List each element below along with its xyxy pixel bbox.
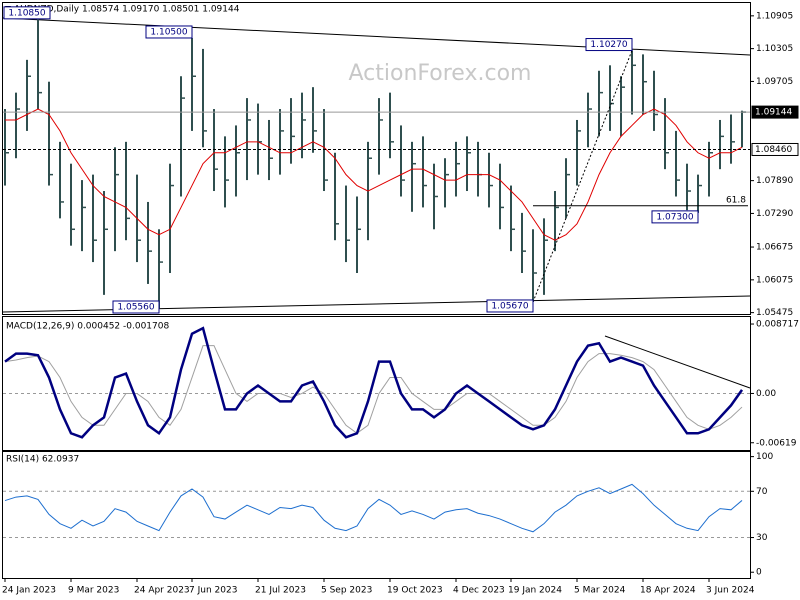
y-tick-label: -0.00619 [756,438,797,448]
annotation-box [585,38,633,52]
y-tick-label: 30 [756,533,768,543]
x-tick-label: 24 Jan 2023 [2,586,56,596]
price-label-box [751,105,799,119]
y-tick-label: 1.05475 [756,308,793,318]
annotation-label: 1.10850 [8,8,45,18]
annotation-label: 1.07300 [656,212,693,222]
y-tick-label: 0 [756,568,762,578]
x-tick-label: 18 Apr 2024 [640,586,696,596]
x-tick-label: 19 Jan 2024 [508,586,562,596]
price-title: AUDNZD,Daily 1.08574 1.09170 1.08501 1.0… [14,5,240,15]
annotation-box [145,25,193,39]
price-label: 1.08460 [755,145,792,155]
macd-panel [2,316,751,451]
y-tick-label: 0.008717 [756,320,799,330]
annotation-box [3,6,51,20]
annotation-label: 1.10500 [150,27,187,37]
macd-title: MACD(12,26,9) 0.000452 -0.001708 [6,322,169,332]
fib-label: 61.8 [726,195,746,205]
x-tick-label: 7 Jun 2023 [189,586,237,596]
fib-retracement [532,50,633,303]
y-tick-label: 100 [756,452,773,462]
rsi-panel [2,451,751,579]
y-tick-label: 1.10905 [756,11,793,21]
y-tick-label: 1.10305 [756,44,793,54]
watermark: ActionForex.com [349,61,532,86]
y-tick-label: 0.00 [756,389,776,399]
y-tick-label: 1.07290 [756,209,793,219]
x-tick-label: 9 Mar 2023 [68,586,119,596]
x-tick-label: 5 Mar 2024 [574,586,626,596]
annotation-label: 1.05670 [491,301,528,311]
price-label: 1.09144 [755,108,792,118]
x-tick-label: 21 Jul 2023 [255,586,306,596]
x-tick-label: 5 Sep 2023 [321,586,372,596]
y-tick-label: 70 [756,487,768,497]
x-tick-label: 4 Dec 2023 [453,586,505,596]
price-label-box [751,142,799,156]
annotation-box [486,299,534,313]
y-tick-label: 1.06075 [756,275,793,285]
moving-average [5,108,743,241]
annotation-label: 1.05560 [117,303,154,313]
x-tick-label: 19 Oct 2023 [387,586,443,596]
y-tick-label: 1.09705 [756,77,793,87]
signal-line [4,345,743,434]
rsi-line [4,483,743,533]
annotation-box [651,210,699,224]
annotation-box [112,300,160,314]
y-tick-label: 1.07890 [756,176,793,186]
annotation-label: 1.10270 [590,40,627,50]
trendline [604,335,751,389]
macd-line [4,326,744,439]
rsi-title: RSI(14) 62.0937 [6,455,79,465]
x-tick-label: 3 Jun 2024 [706,586,755,596]
x-tick-label: 24 Apr 2023 [134,586,190,596]
y-tick-label: 1.06675 [756,243,793,253]
price-panel [2,2,751,315]
